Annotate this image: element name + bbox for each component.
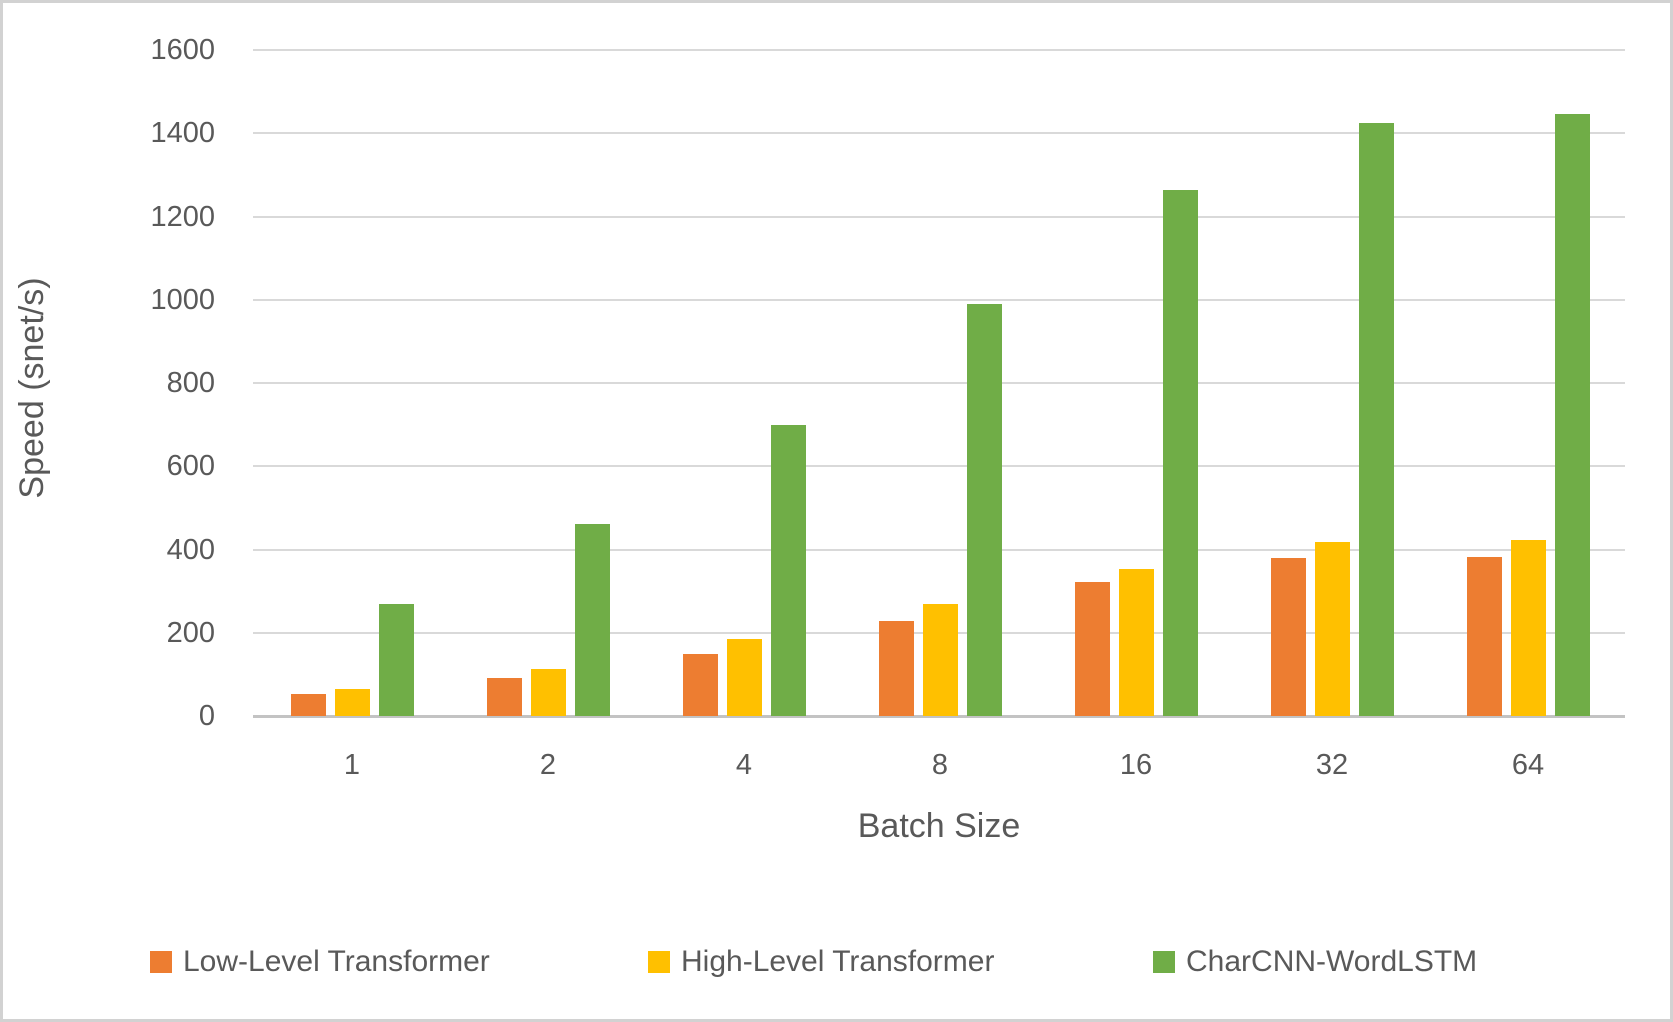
bar [682,653,718,716]
legend-label: High-Level Transformer [681,945,995,978]
bar [1358,123,1394,716]
x-tick-label: 16 [1119,749,1153,781]
y-tick-label: 1400 [150,117,215,150]
bar [1074,581,1110,716]
bar [726,639,762,716]
x-tick-label: 2 [539,749,557,781]
bar [378,603,414,716]
y-tick-label: 0 [198,700,215,732]
legend-swatch-icon [150,951,172,973]
bar [1118,569,1154,716]
y-axis-tick-labels: 0 200 400 600 800 1000 1200 1400 1600 [3,3,215,763]
gridline [253,132,1625,135]
bar [334,689,370,716]
bar [486,677,522,716]
x-tick-label: 8 [931,749,949,781]
x-tick-label: 1 [343,749,361,781]
x-axis-title: Batch Size [857,807,1021,845]
bar [530,668,566,716]
y-tick-label: 1000 [150,283,215,316]
y-tick-label: 600 [166,450,215,483]
bar [574,523,610,716]
legend-item: Low-Level Transformer [150,944,490,980]
gridline [253,215,1625,218]
gridline [253,465,1625,468]
x-tick-label: 32 [1315,749,1349,781]
legend-item: CharCNN-WordLSTM [1153,944,1477,980]
gridline [253,548,1625,551]
y-tick-label: 800 [166,367,215,399]
y-tick-label: 1600 [150,34,215,66]
legend-swatch-icon [648,951,670,973]
legend-item: High-Level Transformer [648,944,994,980]
gridline [253,298,1625,301]
gridline [253,382,1625,384]
x-tick-label: 4 [735,749,753,781]
bar [1466,556,1502,716]
bar [1314,542,1350,716]
x-axis-line [253,715,1625,718]
plot-area [253,49,1625,718]
bar [1162,190,1198,716]
gridline [253,49,1625,51]
y-tick-label: 400 [166,533,215,566]
bar [770,424,806,716]
bar [922,604,958,716]
bar [966,303,1002,716]
y-tick-label: 1200 [150,200,215,233]
legend-label: CharCNN-WordLSTM [1186,945,1478,978]
bar [878,621,914,716]
y-tick-label: 200 [166,616,215,649]
legend: Low-Level Transformer High-Level Transfor… [3,944,1670,984]
bar [290,694,326,716]
bar [1270,557,1306,716]
bar [1554,114,1590,716]
legend-label: Low-Level Transformer [183,945,490,978]
bar [1510,539,1546,716]
x-tick-label: 64 [1511,749,1545,781]
legend-swatch-icon [1153,951,1175,973]
